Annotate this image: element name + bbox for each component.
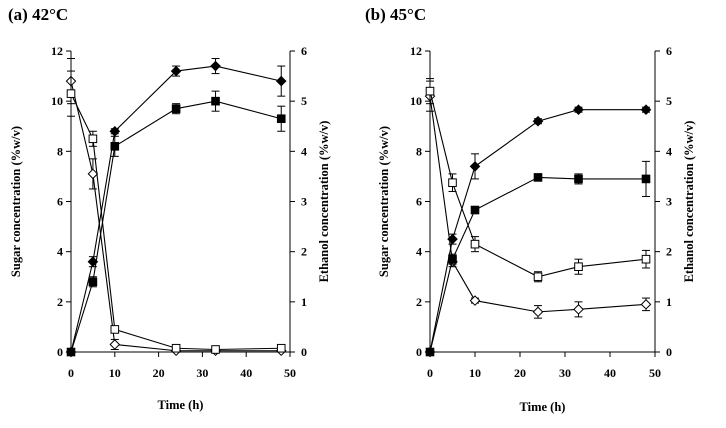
y2-tick-label: 0 [666,345,672,359]
x-axis-label: Time (h) [520,400,566,414]
data-point-diamond [532,306,544,318]
data-point-square [211,345,220,354]
data-point-diamond [447,233,458,245]
y2-tick-label: 1 [666,295,672,309]
series-2 [424,104,652,358]
data-point-diamond [210,60,221,72]
series-3 [66,90,286,357]
data-point-square [470,239,480,249]
y2-tick-label: 6 [301,44,307,58]
x-tick-label: 40 [240,366,252,380]
y2-axis-label: Ethanol concentration (%w/v) [317,121,331,283]
y-tick-label: 0 [57,345,63,359]
y2-tick-label: 6 [666,44,672,58]
y-tick-label: 0 [416,345,422,359]
data-point-square [276,343,286,353]
y2-tick-label: 3 [666,195,672,209]
data-point-diamond [532,115,544,127]
y2-tick-label: 3 [301,195,307,209]
data-point-square [533,272,543,282]
data-point-diamond [87,168,99,180]
data-point-square [448,178,457,187]
y2-tick-label: 1 [301,295,307,309]
data-point-square [574,262,583,272]
panel-a-title: (a) 42°C [8,5,68,24]
data-point-square [88,277,98,287]
data-point-diamond [640,104,652,116]
data-point-square [425,86,435,96]
y2-tick-label: 0 [301,345,307,359]
data-point-square [641,174,651,184]
data-point-diamond [469,295,481,306]
data-point-diamond [170,65,182,77]
series-line [70,80,282,352]
data-point-square [110,142,120,151]
x-tick-label: 20 [514,366,526,380]
y-tick-label: 8 [416,144,422,158]
y-tick-label: 2 [416,295,422,309]
x-tick-label: 40 [604,366,616,380]
data-point-square [574,174,583,184]
series-0 [65,58,287,357]
data-point-square [66,89,76,98]
data-point-square [110,325,120,334]
y-tick-label: 10 [410,94,422,108]
x-tick-label: 0 [68,366,74,380]
y-tick-label: 4 [416,245,422,259]
y2-tick-label: 2 [666,245,672,259]
series-1 [66,70,286,354]
y-tick-label: 4 [57,245,63,259]
data-point-square [448,254,457,264]
series-3 [425,160,651,357]
y-tick-label: 10 [51,94,63,108]
data-point-square [171,343,181,353]
y-tick-label: 12 [410,44,422,58]
y2-axis-label: Ethanol concentration (%w/v) [682,121,696,283]
x-tick-label: 30 [559,366,571,380]
y2-tick-label: 4 [301,144,307,158]
x-tick-label: 20 [153,366,165,380]
data-point-diamond [573,104,584,116]
y2-tick-label: 5 [666,94,672,108]
data-point-square [171,104,181,113]
panel-b-title: (b) 45°C [365,5,426,24]
data-point-square [470,205,480,215]
data-point-square [211,96,220,106]
data-point-square [425,347,435,357]
y-tick-label: 8 [57,144,63,158]
y2-tick-label: 5 [301,94,307,108]
y-tick-label: 12 [51,44,63,58]
data-point-square [66,347,76,357]
y2-tick-label: 4 [666,144,672,158]
data-point-square [641,254,651,264]
data-point-diamond [109,339,121,350]
series-1 [425,78,651,283]
x-tick-label: 30 [196,366,208,380]
series-line [429,91,647,278]
x-tick-label: 50 [284,366,296,380]
y-axis-label: Sugar concentration (%w/v) [377,126,391,277]
y-tick-label: 2 [57,295,63,309]
y-tick-label: 6 [416,195,422,209]
data-point-square [276,114,286,124]
y-axis-label: Sugar concentration (%w/v) [9,126,23,277]
series-line [70,100,282,353]
x-tick-label: 10 [469,366,481,380]
data-point-diamond [640,299,652,310]
data-point-diamond [275,75,287,87]
x-axis-label: Time (h) [158,398,204,412]
data-point-diamond [469,161,481,172]
data-point-square [88,134,98,144]
x-tick-label: 50 [649,366,661,380]
series-line [429,176,646,353]
y2-tick-label: 2 [301,245,307,259]
data-point-square [533,173,543,182]
x-tick-label: 10 [109,366,121,380]
data-point-diamond [573,304,584,315]
x-tick-label: 0 [427,366,433,380]
y-tick-label: 6 [57,195,63,209]
